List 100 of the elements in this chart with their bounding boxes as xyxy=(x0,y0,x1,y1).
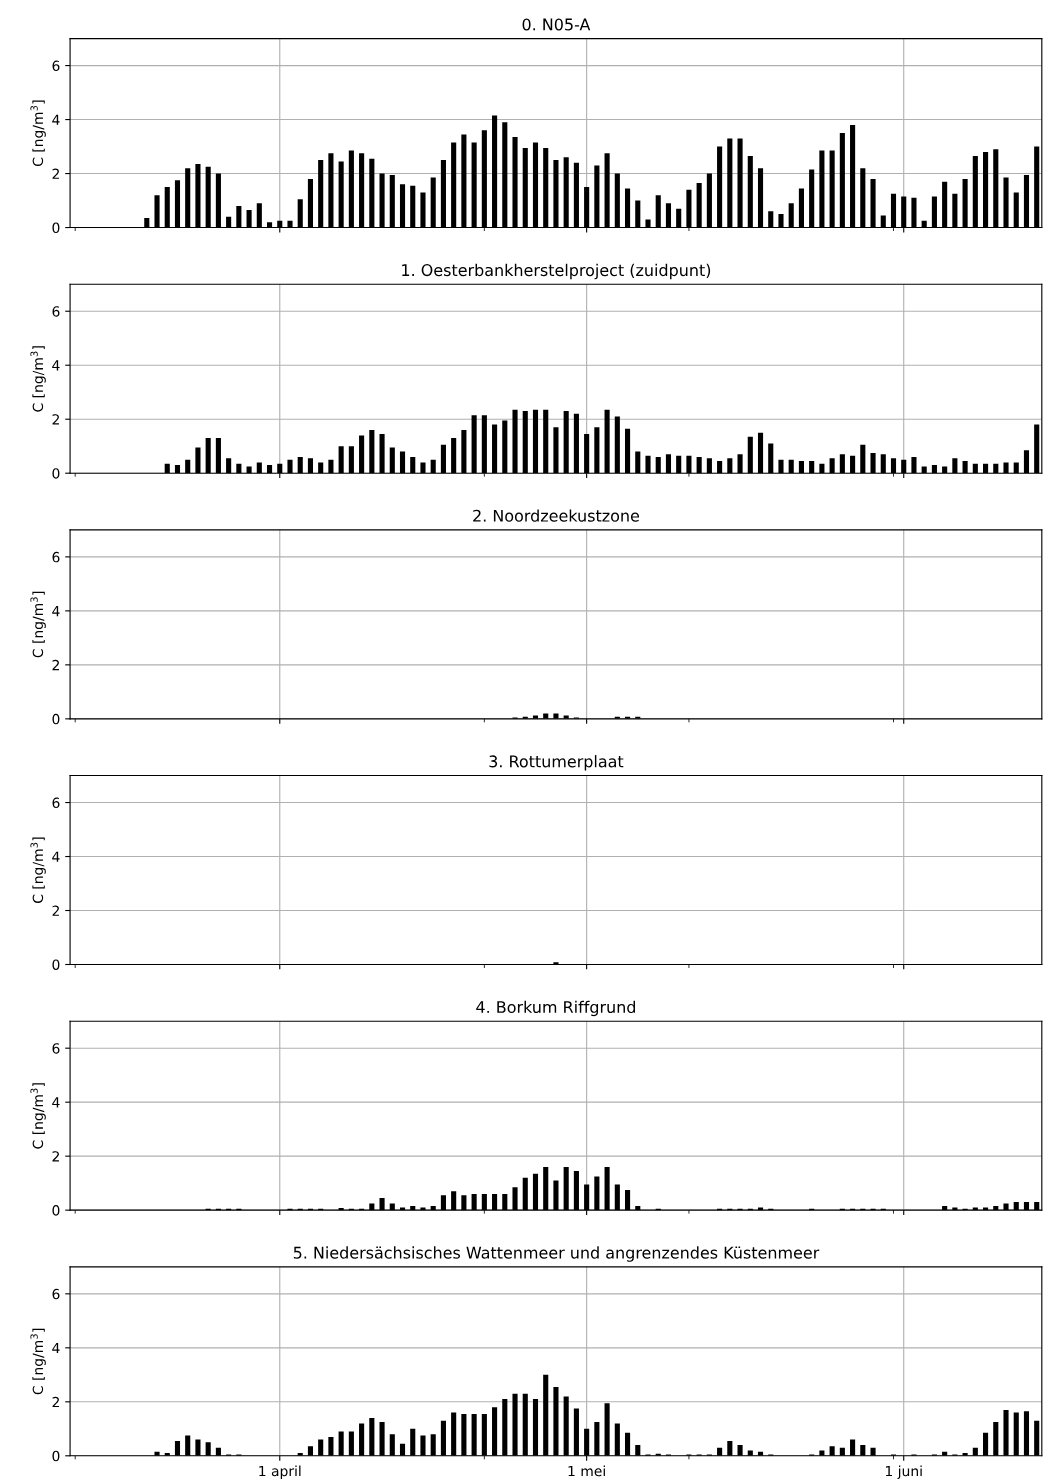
bar xyxy=(737,1445,743,1456)
chart-title: 0. N05-A xyxy=(522,18,591,31)
bar xyxy=(512,137,518,228)
bar xyxy=(543,147,549,228)
y-tick-label: 6 xyxy=(52,306,60,317)
bar xyxy=(1003,1409,1009,1456)
bar xyxy=(338,161,344,228)
bar xyxy=(512,1393,518,1456)
bar xyxy=(195,1439,201,1456)
bar xyxy=(604,153,610,228)
bar xyxy=(962,178,968,228)
bar xyxy=(461,1413,467,1456)
bar xyxy=(594,165,600,228)
y-tick-label: 4 xyxy=(52,851,60,862)
bar xyxy=(205,1442,211,1456)
bar xyxy=(256,203,262,228)
bar xyxy=(573,1408,579,1456)
y-tick-label: 4 xyxy=(52,1097,60,1108)
bar xyxy=(604,1403,610,1456)
bar xyxy=(655,195,661,228)
bar xyxy=(532,142,539,228)
bar xyxy=(389,1434,395,1456)
bar xyxy=(451,142,457,228)
bar xyxy=(420,192,426,228)
bar xyxy=(481,130,487,228)
bar xyxy=(819,150,825,228)
bar xyxy=(297,199,303,228)
y-axis-title: C [ng/m$^{3}$] xyxy=(30,1083,46,1149)
bar xyxy=(890,193,897,228)
bar xyxy=(1013,1412,1019,1456)
bar xyxy=(185,168,191,228)
bar xyxy=(983,151,989,228)
bar xyxy=(635,200,641,228)
bar xyxy=(154,195,160,228)
y-tick-label: 6 xyxy=(52,60,60,72)
bar xyxy=(348,1431,354,1456)
bar xyxy=(246,210,252,228)
bar xyxy=(185,1435,191,1456)
bar xyxy=(318,160,324,228)
bar xyxy=(451,1412,457,1456)
bar xyxy=(737,138,743,228)
bar xyxy=(573,162,579,228)
bar xyxy=(471,142,477,228)
bar xyxy=(359,153,365,228)
bar xyxy=(829,150,835,228)
y-tick-label: 6 xyxy=(52,1043,60,1054)
bar xyxy=(430,1434,436,1456)
bar xyxy=(522,147,528,228)
bar xyxy=(492,1407,498,1456)
y-tick-label: 2 xyxy=(52,168,59,179)
chart-title: 2. Noordzeekustzone xyxy=(473,509,640,522)
bar xyxy=(471,1413,477,1456)
bar xyxy=(901,196,907,228)
y-axis-title: C [ng/m$^{3}$] xyxy=(30,837,46,903)
bar xyxy=(614,173,620,228)
bar xyxy=(757,168,764,228)
bar xyxy=(624,1432,631,1456)
bar xyxy=(379,1422,385,1456)
bar xyxy=(369,1418,375,1456)
y-tick-label: 0 xyxy=(52,1205,60,1216)
bar xyxy=(226,216,232,228)
y-tick-label: 2 xyxy=(52,414,59,425)
bar xyxy=(850,124,856,228)
bar xyxy=(553,1386,559,1456)
y-tick-label: 0 xyxy=(52,959,60,970)
bar xyxy=(553,160,559,228)
bar xyxy=(1023,174,1030,228)
bar xyxy=(502,1399,508,1456)
chart-title: 3. Rottumerplaat xyxy=(489,755,624,771)
bar xyxy=(614,1423,620,1456)
chart-title: 4. Borkum Riffgrund xyxy=(476,1000,635,1017)
bar xyxy=(410,185,416,228)
y-axis-title: C [ng/m$^{3}$] xyxy=(30,591,46,658)
bar xyxy=(359,1423,365,1456)
y-tick-label: 4 xyxy=(52,1342,60,1354)
bar xyxy=(563,1396,569,1456)
bar xyxy=(215,173,221,228)
x-tick-label: 1 juni xyxy=(885,1465,922,1479)
bar xyxy=(696,183,702,228)
bar xyxy=(328,1436,334,1456)
bar xyxy=(747,156,753,228)
bar xyxy=(635,1445,641,1456)
bar xyxy=(328,153,334,228)
bar xyxy=(860,168,866,228)
bar xyxy=(481,1413,487,1456)
bar xyxy=(369,158,375,228)
bar xyxy=(420,1435,426,1456)
y-tick-label: 4 xyxy=(52,360,60,371)
y-tick-label: 6 xyxy=(52,797,60,809)
bar xyxy=(144,218,150,228)
bar xyxy=(870,178,876,228)
chart-title: 5. Niedersächsisches Wattenmeer und angrenzendes Küstenmeer xyxy=(293,1246,820,1262)
bar xyxy=(983,1432,989,1456)
y-axis-title: C [ng/m$^{3}$] xyxy=(30,100,46,167)
bar xyxy=(430,177,436,228)
bar xyxy=(164,187,170,228)
y-axis-title: C [ng/m$^{3}$] xyxy=(30,1328,46,1395)
y-tick-label: 2 xyxy=(52,905,59,916)
bar xyxy=(727,138,733,228)
y-tick-label: 2 xyxy=(52,1396,59,1408)
